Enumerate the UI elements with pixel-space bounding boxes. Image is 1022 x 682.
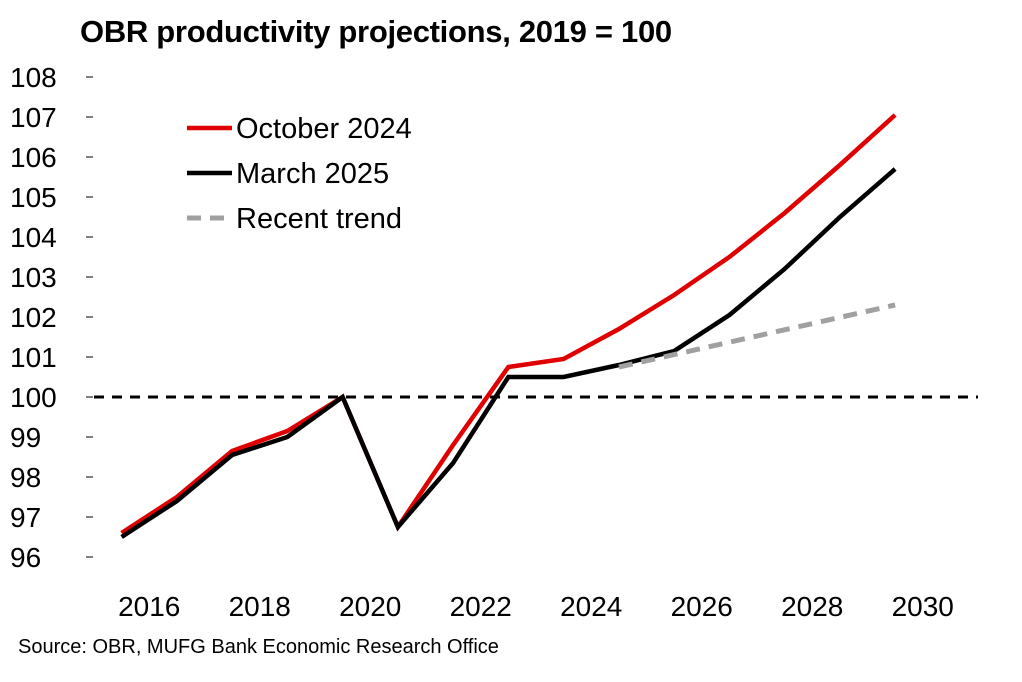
x-tick-label: 2026 xyxy=(671,591,733,622)
y-tick-label: 105 xyxy=(10,182,57,213)
y-tick-label: 102 xyxy=(10,302,57,333)
x-tick-label: 2022 xyxy=(450,591,512,622)
y-tick-label: 99 xyxy=(10,422,41,453)
y-tick-label: 106 xyxy=(10,142,57,173)
legend: October 2024 March 2025 Recent trend xyxy=(187,113,412,235)
x-axis: 2016 2018 2020 2022 2024 2026 2028 2030 xyxy=(118,591,954,622)
x-tick-label: 2016 xyxy=(118,591,180,622)
y-tick-label: 104 xyxy=(10,222,57,253)
y-tick-label: 103 xyxy=(10,262,57,293)
legend-label: Recent trend xyxy=(236,203,402,235)
source-note: Source: OBR, MUFG Bank Economic Research… xyxy=(18,636,499,658)
series-line-october-2024 xyxy=(120,113,897,535)
chart-title: OBR productivity projections, 2019 = 100 xyxy=(80,14,672,49)
line-chart: 96 97 98 99 100 101 102 103 104 105 106 107 108 2016… xyxy=(10,62,978,622)
series-line-march-2025 xyxy=(120,167,897,539)
series-line-recent-trend xyxy=(618,302,896,370)
y-axis: 96 97 98 99 100 101 102 103 104 105 106 107 108 xyxy=(10,62,93,573)
x-tick-label: 2020 xyxy=(339,591,401,622)
x-tick-label: 2024 xyxy=(560,591,622,622)
y-tick-label: 98 xyxy=(10,462,41,493)
y-tick-label: 97 xyxy=(10,502,41,533)
y-tick-label: 100 xyxy=(10,382,57,413)
legend-label: October 2024 xyxy=(236,113,412,145)
y-tick-label: 107 xyxy=(10,102,57,133)
legend-label: March 2025 xyxy=(236,158,389,190)
x-tick-label: 2028 xyxy=(781,591,843,622)
y-tick-label: 96 xyxy=(10,542,41,573)
x-tick-label: 2018 xyxy=(229,591,291,622)
series-group xyxy=(120,113,897,539)
y-tick-label: 101 xyxy=(10,342,57,373)
x-tick-label: 2030 xyxy=(892,591,954,622)
y-tick-label: 108 xyxy=(10,62,57,93)
